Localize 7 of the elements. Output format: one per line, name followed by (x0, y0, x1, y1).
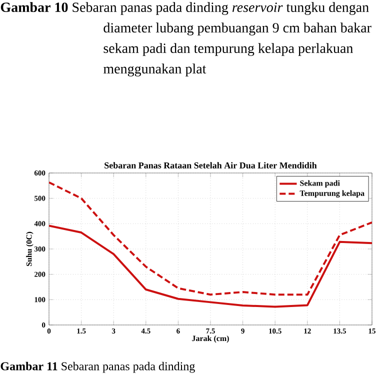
legend-label: Sekam padi (300, 180, 340, 188)
y-axis-title: Suhu (0C) (26, 232, 34, 266)
x-axis-title: Jarak (cm) (192, 335, 229, 343)
legend-label: Tempurung kelapa (300, 190, 364, 198)
chart-title: Sebaran Panas Rataan Setelah Air Dua Liter Mendidih (104, 162, 317, 168)
text: Gambar 11 Sebaran panas pada dinding (0, 362, 195, 373)
text: Gambar 10 Sebaran panas pada dinding reservoir tungku dengan diameter lubang pembuangan 9 cm bahan bakar sekam padi dan tempurung kelapa perlakuan menggunakan plat (0, 2, 372, 76)
